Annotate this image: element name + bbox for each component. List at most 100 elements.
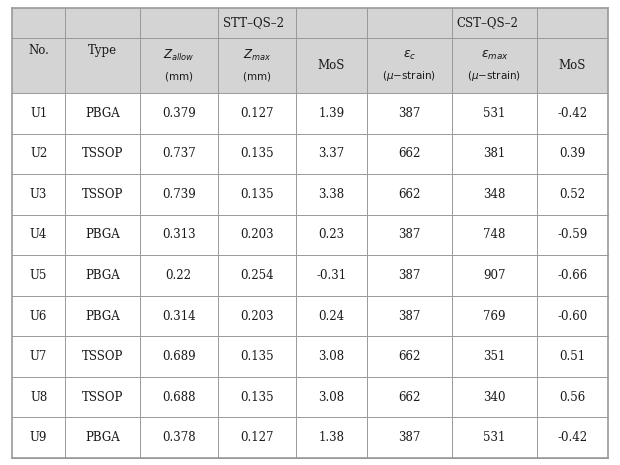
Text: 0.51: 0.51 [559,350,585,363]
Text: U9: U9 [30,431,47,444]
Text: CST–QS–2: CST–QS–2 [456,16,518,29]
Text: 340: 340 [483,391,506,404]
Bar [12,215,65,255]
Text: -0.59: -0.59 [557,228,588,241]
Text: 0.689: 0.689 [162,350,195,363]
Text: U8: U8 [30,391,47,404]
Bar [218,377,296,418]
Text: -0.42: -0.42 [557,431,588,444]
Bar [140,255,218,296]
Text: 381: 381 [484,147,505,160]
Bar [537,38,608,93]
Bar [140,215,218,255]
Bar [296,93,367,133]
Text: $(\mu\mathrm{-strain})$: $(\mu\mathrm{-strain})$ [467,69,521,84]
Text: -0.42: -0.42 [557,107,588,120]
Bar [218,174,296,215]
Text: 907: 907 [483,269,506,282]
Text: 0.203: 0.203 [240,310,273,323]
Text: 387: 387 [398,107,420,120]
Bar [296,174,367,215]
Bar [296,215,367,255]
Bar [12,336,65,377]
Bar [140,93,218,133]
Bar [537,255,608,296]
Bar [140,418,218,458]
Bar [452,38,537,93]
Text: $\rm(mm)$: $\rm(mm)$ [242,70,272,83]
Text: MoS: MoS [559,59,587,72]
Text: 0.378: 0.378 [162,431,195,444]
Text: STT–QS–2: STT–QS–2 [223,16,284,29]
Bar [218,255,296,296]
Bar [140,38,218,93]
Bar [218,133,296,174]
Text: TSSOP: TSSOP [82,188,123,201]
Text: MoS: MoS [317,59,345,72]
Bar [12,418,65,458]
Bar [537,377,608,418]
Text: 0.23: 0.23 [318,228,344,241]
Bar [296,38,367,93]
Text: TSSOP: TSSOP [82,391,123,404]
Bar [140,296,218,336]
Text: PBGA: PBGA [85,269,120,282]
Bar [367,38,452,93]
Text: U5: U5 [30,269,47,282]
Bar [12,377,65,418]
Text: 748: 748 [483,228,506,241]
Bar [65,174,140,215]
Text: 0.737: 0.737 [162,147,196,160]
Text: 662: 662 [398,391,420,404]
Bar [65,296,140,336]
Bar [12,93,65,133]
Text: 387: 387 [398,310,420,323]
Bar [537,418,608,458]
Text: -0.66: -0.66 [557,269,588,282]
Text: PBGA: PBGA [85,431,120,444]
Bar [367,377,452,418]
Text: 0.135: 0.135 [240,188,273,201]
Text: 0.313: 0.313 [162,228,195,241]
Text: 0.39: 0.39 [559,147,586,160]
Bar [218,336,296,377]
Bar [218,215,296,255]
Bar [65,215,140,255]
Text: -0.60: -0.60 [557,310,588,323]
Bar [367,174,452,215]
Text: $\rm(mm)$: $\rm(mm)$ [164,70,193,83]
Bar [452,255,537,296]
Bar [65,377,140,418]
Text: TSSOP: TSSOP [82,147,123,160]
Text: U6: U6 [30,310,47,323]
Bar [537,296,608,336]
Bar [218,93,296,133]
Text: U2: U2 [30,147,47,160]
Text: 531: 531 [483,107,506,120]
Bar [12,255,65,296]
Text: PBGA: PBGA [85,310,120,323]
Text: 0.127: 0.127 [240,431,273,444]
Bar [537,174,608,215]
Text: $Z_{allow}$: $Z_{allow}$ [163,48,195,63]
Bar [367,8,608,38]
Bar [140,336,218,377]
Text: -0.31: -0.31 [316,269,347,282]
Text: 0.254: 0.254 [240,269,273,282]
Text: 0.135: 0.135 [240,391,273,404]
Bar [296,133,367,174]
Text: 3.08: 3.08 [318,350,344,363]
Text: PBGA: PBGA [85,107,120,120]
Bar [296,377,367,418]
Text: 0.379: 0.379 [162,107,196,120]
Bar [452,418,537,458]
Bar [296,296,367,336]
Text: 0.52: 0.52 [559,188,585,201]
Bar [367,133,452,174]
Bar [452,133,537,174]
Text: U7: U7 [30,350,47,363]
Bar [367,336,452,377]
Bar [12,133,65,174]
Text: 3.37: 3.37 [318,147,345,160]
Bar [65,255,140,296]
